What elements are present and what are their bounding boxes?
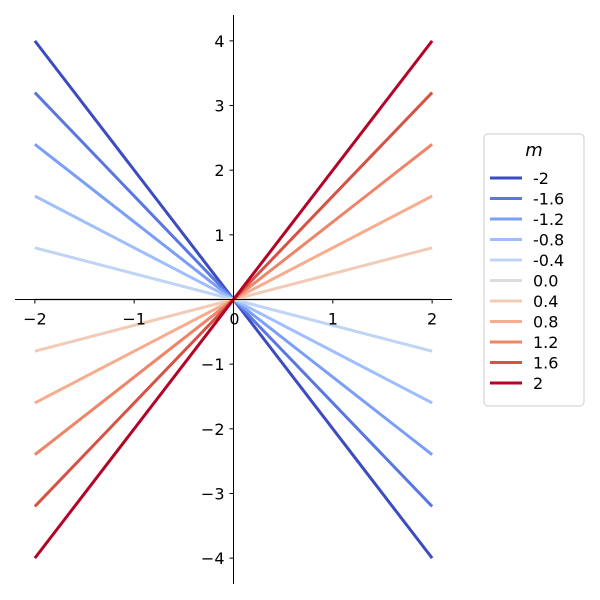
legend: m -2 -1.6-1.2 -0.8-0.4 0.00.4 0.81.2 1.62 (483, 133, 585, 407)
legend-label-m--1.6: -1.6 (533, 190, 564, 209)
legend-label-m-1.6: 1.6 (533, 354, 558, 373)
legend-label-m-1.2: 1.2 (533, 333, 558, 352)
x-tick-label: 0 (229, 310, 239, 329)
legend-frame (483, 133, 585, 407)
legend-label-m-0.0: 0.0 (533, 272, 558, 291)
x-tick-label: 1 (328, 310, 338, 329)
y-tick-label: −1 (201, 355, 225, 374)
legend-label-m-0.8: 0.8 (533, 313, 558, 332)
y-tick-label: 2 (214, 161, 224, 180)
x-tick-label: 2 (427, 310, 437, 329)
y-tick-label: −3 (201, 484, 225, 503)
legend-label-m--0.8: -0.8 (533, 231, 564, 250)
y-tick-label: 3 (214, 97, 224, 116)
y-tick-label: −4 (201, 549, 225, 568)
x-tick-label: −2 (23, 310, 47, 329)
y-tick-label: 1 (214, 226, 224, 245)
legend-title: m (525, 140, 543, 161)
legend-label-m-0.4: 0.4 (533, 292, 558, 311)
y-tick-label: 4 (214, 32, 224, 51)
y-tick-label: −2 (201, 420, 225, 439)
x-tick-label: −1 (122, 310, 146, 329)
legend-label-m--0.4: -0.4 (533, 251, 564, 270)
legend-label-m--1.2: -1.2 (533, 210, 564, 229)
legend-label-m-2: 2 (533, 374, 543, 393)
legend-label-m--2: -2 (533, 169, 549, 188)
axes: −2 −1 0 1 2 −4 −3 −2 −1 1 2 3 4 (15, 15, 452, 584)
